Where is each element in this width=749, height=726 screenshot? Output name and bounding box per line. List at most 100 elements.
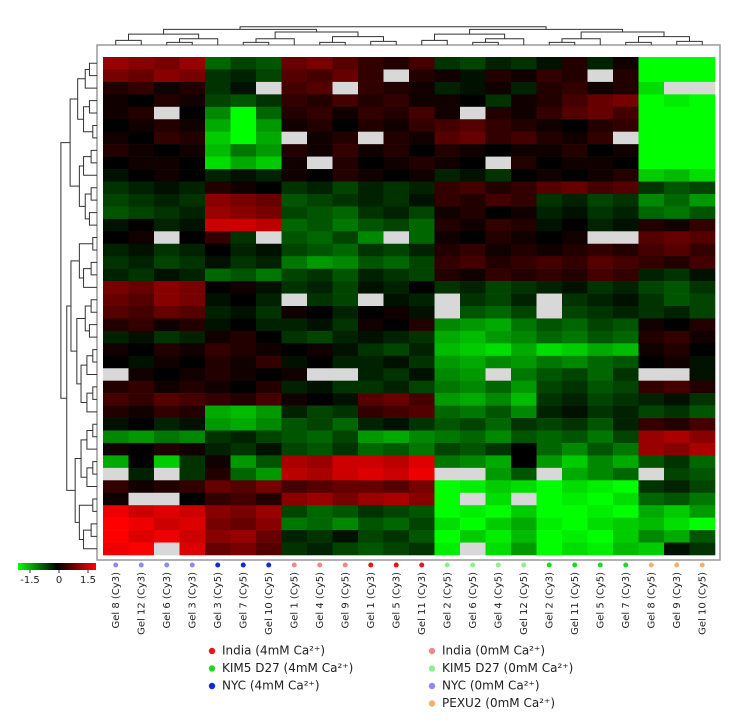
heatmap-cell (664, 318, 690, 332)
heatmap-cell (281, 57, 308, 70)
heatmap-cell (281, 106, 308, 120)
heatmap-cell (103, 505, 129, 518)
heatmap-cell (332, 368, 359, 381)
heatmap-cell (383, 467, 410, 481)
heatmap-cell (536, 318, 563, 332)
heatmap-cell (230, 119, 257, 132)
heatmap-cell (358, 293, 384, 307)
heatmap-cell (664, 218, 690, 232)
heatmap-cell (409, 81, 435, 95)
heatmap-cell (128, 467, 155, 481)
heatmap-cell (307, 418, 333, 431)
column-label: Gel 6 (Cy5) (468, 572, 479, 629)
heatmap-cell (613, 81, 639, 95)
heatmap-cell (103, 430, 129, 444)
heatmap-cell (638, 144, 665, 157)
heatmap-cell (128, 530, 155, 543)
heatmap-cell (434, 380, 461, 394)
heatmap-cell (230, 69, 257, 83)
heatmap-cell (383, 81, 410, 95)
heatmap-cell (332, 505, 359, 518)
heatmap-cell (230, 256, 257, 269)
heatmap-cell (485, 355, 512, 369)
heatmap-cell (128, 193, 155, 207)
heatmap-cell (332, 231, 359, 245)
heatmap-cell (281, 81, 308, 95)
heatmap-cell (434, 169, 461, 182)
heatmap-cell (409, 256, 435, 269)
heatmap-cell (307, 455, 333, 469)
heatmap-cell (511, 368, 537, 381)
heatmap-cell (460, 492, 486, 506)
heatmap-cell (613, 193, 639, 207)
heatmap-cell (664, 442, 690, 456)
dendrogram-branch (84, 305, 92, 332)
heatmap-cell (434, 355, 461, 369)
heatmap-cell (536, 81, 563, 95)
column-label: Gel 12 (Cy5) (519, 572, 530, 635)
heatmap-cell (205, 418, 231, 431)
heatmap-cell (205, 243, 231, 257)
heatmap-cell (613, 542, 639, 556)
heatmap-cell (332, 542, 359, 556)
heatmap-cell (358, 405, 384, 419)
heatmap-cell (409, 106, 435, 120)
heatmap-cell (307, 430, 333, 444)
heatmap-cell (154, 492, 180, 506)
heatmap-cell (256, 81, 282, 95)
heatmap-cell (358, 268, 384, 282)
heatmap-cell (332, 492, 359, 506)
heatmap-cell (689, 181, 716, 195)
heatmap-cell (154, 442, 180, 456)
heatmap-cell (383, 492, 410, 506)
heatmap-cell (128, 505, 155, 518)
heatmap-cell (460, 57, 486, 70)
heatmap-cell (562, 281, 588, 294)
column-group-marker (393, 562, 399, 568)
heatmap-cell (562, 106, 588, 120)
heatmap-cell (587, 455, 614, 469)
heatmap-cell (485, 231, 512, 245)
heatmap-cell (256, 206, 282, 220)
heatmap-cell (281, 243, 308, 257)
heatmap-cell (485, 293, 512, 307)
heatmap-cell (281, 505, 308, 518)
heatmap-cell (103, 380, 129, 394)
heatmap-cell (511, 69, 537, 83)
heatmap-cell (307, 405, 333, 419)
heatmap-cell (383, 318, 410, 332)
heatmap-cell (434, 318, 461, 332)
heatmap-cell (536, 193, 563, 207)
heatmap-cell (383, 380, 410, 394)
heatmap-cell (281, 293, 308, 307)
heatmap-cell (383, 306, 410, 319)
heatmap-cell (281, 530, 308, 543)
heatmap-cell (485, 119, 512, 132)
heatmap-cell (230, 380, 257, 394)
heatmap-cell (332, 181, 359, 195)
heatmap-cell (485, 542, 512, 556)
heatmap-cell (154, 156, 180, 170)
heatmap-cell (434, 418, 461, 431)
heatmap-cell (358, 206, 384, 220)
heatmap-cell (128, 393, 155, 406)
heatmap-cell (154, 542, 180, 556)
heatmap-cell (332, 455, 359, 469)
heatmap-cell (154, 231, 180, 245)
column-group-marker (164, 562, 170, 568)
legend-marker (428, 647, 436, 655)
heatmap-cell (358, 57, 384, 70)
heatmap-cell (332, 256, 359, 269)
heatmap-cell (460, 181, 486, 195)
heatmap-cell (256, 69, 282, 83)
heatmap-cell (307, 368, 333, 381)
heatmap-cell (562, 293, 588, 307)
heatmap-cell (383, 243, 410, 257)
column-label: Gel 9 (Cy5) (340, 572, 351, 629)
heatmap-cell (434, 181, 461, 195)
heatmap-cell (154, 405, 180, 419)
heatmap-cell (128, 492, 155, 506)
heatmap-cell (434, 193, 461, 207)
heatmap-cell (358, 69, 384, 83)
heatmap-cell (485, 442, 512, 456)
